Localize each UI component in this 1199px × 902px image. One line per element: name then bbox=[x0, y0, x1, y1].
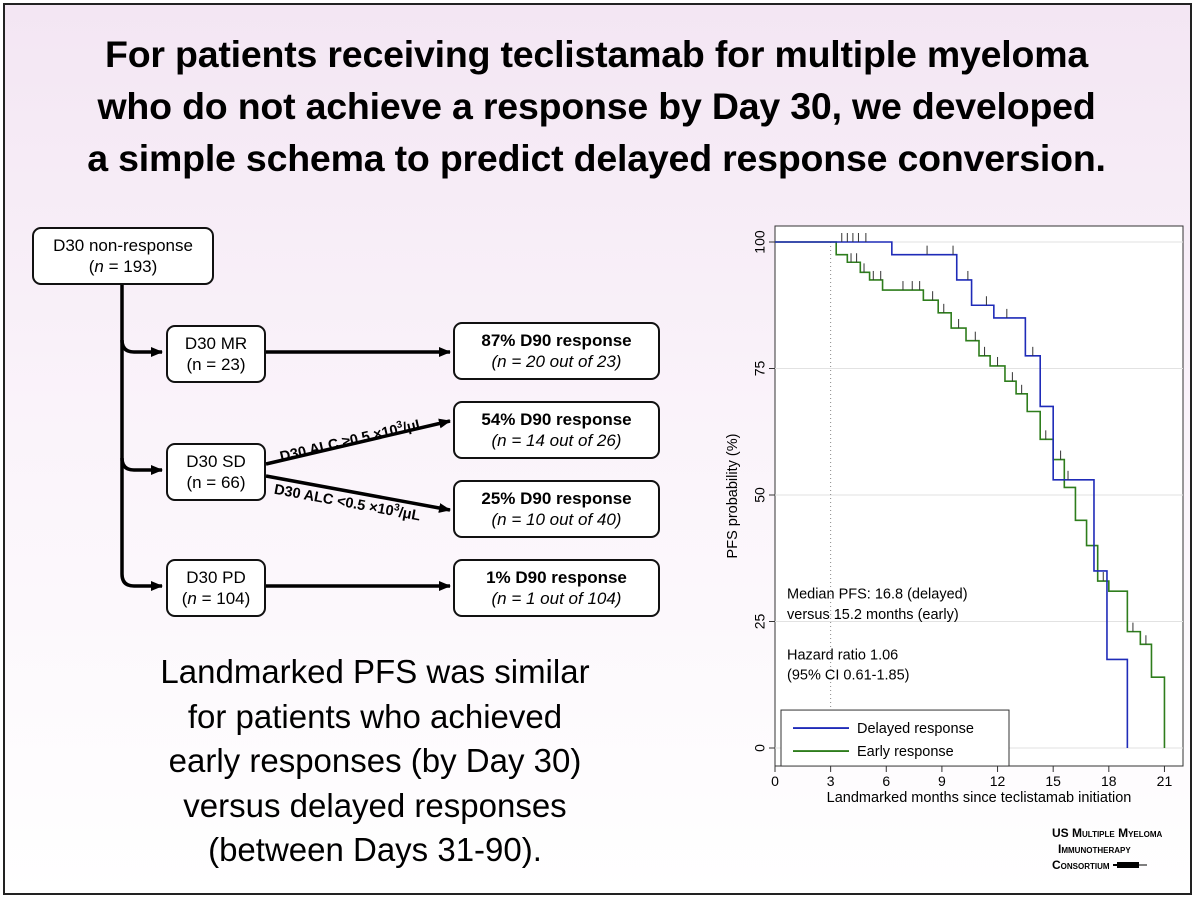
annotation-text: Median PFS: 16.8 (delayed) bbox=[787, 587, 968, 603]
summary-line-3: early responses (by Day 30) bbox=[168, 742, 582, 779]
y-tick-label: 100 bbox=[752, 230, 768, 254]
legend-label-early-response: Early response bbox=[857, 744, 954, 760]
box-outcome-sd-low-n: (n = 10 out of 40) bbox=[491, 510, 622, 529]
flow-connectors bbox=[120, 285, 451, 591]
box-d30-pd-title: D30 PD bbox=[186, 568, 246, 587]
summary-line-5: (between Days 31-90). bbox=[208, 831, 542, 868]
syringe-icon bbox=[1112, 862, 1147, 868]
legend-label-delayed-response: Delayed response bbox=[857, 721, 974, 737]
x-tick-label: 21 bbox=[1157, 773, 1173, 789]
x-tick-label: 15 bbox=[1045, 773, 1061, 789]
box-outcome-sd-high-n: (n = 14 out of 26) bbox=[491, 431, 622, 450]
y-tick-label: 25 bbox=[752, 614, 768, 630]
box-outcome-sd-low-title: 25% D90 response bbox=[481, 489, 632, 508]
box-d30-pd: D30 PD (n = 104) bbox=[166, 559, 266, 617]
box-outcome-mr-n: (n = 20 out of 23) bbox=[491, 352, 622, 371]
x-tick-label: 18 bbox=[1101, 773, 1117, 789]
x-tick-label: 3 bbox=[827, 773, 835, 789]
legend-box bbox=[780, 709, 1010, 767]
annotation-text: versus 15.2 months (early) bbox=[787, 607, 959, 623]
y-tick-label: 0 bbox=[752, 744, 768, 752]
box-d30-mr: D30 MR (n = 23) bbox=[166, 325, 266, 383]
logo-line-1: US Multiple Myeloma bbox=[1052, 826, 1163, 840]
x-axis-title: Landmarked months since teclistamab init… bbox=[827, 790, 1132, 806]
box-outcome-sd-low: 25% D90 response (n = 10 out of 40) bbox=[453, 480, 660, 538]
x-tick-label: 9 bbox=[938, 773, 946, 789]
annotation-text: (95% CI 0.61-1.85) bbox=[787, 668, 910, 684]
box-outcome-pd-n: (n = 1 out of 104) bbox=[491, 589, 622, 608]
box-d30-sd-title: D30 SD bbox=[186, 452, 246, 471]
trunk-line bbox=[120, 285, 163, 591]
logo-line-3: Consortium bbox=[1052, 857, 1188, 873]
branch-mr-line bbox=[120, 339, 163, 357]
box-d30-mr-n: (n = 23) bbox=[186, 355, 246, 374]
x-tick-label: 0 bbox=[771, 773, 779, 789]
arrow-sd-high bbox=[265, 418, 451, 466]
summary-text: Landmarked PFS was similar for patients … bbox=[110, 650, 640, 873]
x-tick-label: 12 bbox=[990, 773, 1006, 789]
y-axis-title: PFS probability (%) bbox=[725, 434, 741, 559]
pfs-chart: 0 3 6 9 12 15 18 21 0 25 50 75 100 Landmarked months … bbox=[725, 225, 1184, 806]
box-d30-mr-title: D30 MR bbox=[184, 334, 248, 353]
y-tick-label: 50 bbox=[752, 487, 768, 503]
summary-line-2: for patients who achieved bbox=[187, 697, 563, 735]
logo-line-2: Immunotherapy bbox=[1058, 842, 1131, 856]
x-tick-label: 6 bbox=[882, 773, 890, 789]
box-outcome-pd: 1% D90 response (n = 1 out of 104) bbox=[453, 559, 660, 617]
y-tick-label: 75 bbox=[752, 361, 768, 377]
box-outcome-pd-title: 1% D90 response bbox=[486, 568, 627, 587]
logo-line-3-text: Consortium bbox=[1052, 858, 1110, 872]
consortium-logo: US Multiple Myeloma Immunotherapy Consor… bbox=[1052, 825, 1188, 893]
box-outcome-sd-high-title: 54% D90 response bbox=[481, 410, 632, 429]
branch-sd-line bbox=[120, 457, 163, 475]
headline-line-3: a simple schema to predict delayed respo… bbox=[87, 137, 1106, 179]
box-d30-non-response-n: (n = 193) bbox=[88, 257, 158, 276]
summary-line-4: versus delayed responses bbox=[183, 786, 567, 824]
box-outcome-mr-title: 87% D90 response bbox=[481, 331, 632, 350]
summary-line-1: Landmarked PFS was similar bbox=[160, 653, 590, 690]
series-line-delayed-response bbox=[775, 241, 1129, 748]
series-line-early-response bbox=[775, 241, 1166, 748]
annotation-text: Hazard ratio 1.06 bbox=[787, 647, 898, 663]
box-d30-sd: D30 SD (n = 66) bbox=[166, 443, 266, 501]
box-outcome-mr: 87% D90 response (n = 20 out of 23) bbox=[453, 322, 660, 380]
box-d30-non-response: D30 non-response (n = 193) bbox=[32, 227, 214, 285]
headline-line-1: For patients receiving teclistamab for m… bbox=[104, 33, 1089, 75]
plot-area bbox=[774, 225, 1184, 767]
box-d30-pd-n: (n = 104) bbox=[181, 589, 251, 608]
box-d30-non-response-title: D30 non-response bbox=[53, 236, 193, 255]
arrow-sd-low bbox=[265, 474, 451, 513]
headline-line-2: who do not achieve a response by Day 30,… bbox=[97, 85, 1096, 127]
box-d30-sd-n: (n = 66) bbox=[186, 473, 246, 492]
headline: For patients receiving teclistamab for m… bbox=[0, 28, 1193, 184]
box-outcome-sd-high: 54% D90 response (n = 14 out of 26) bbox=[453, 401, 660, 459]
